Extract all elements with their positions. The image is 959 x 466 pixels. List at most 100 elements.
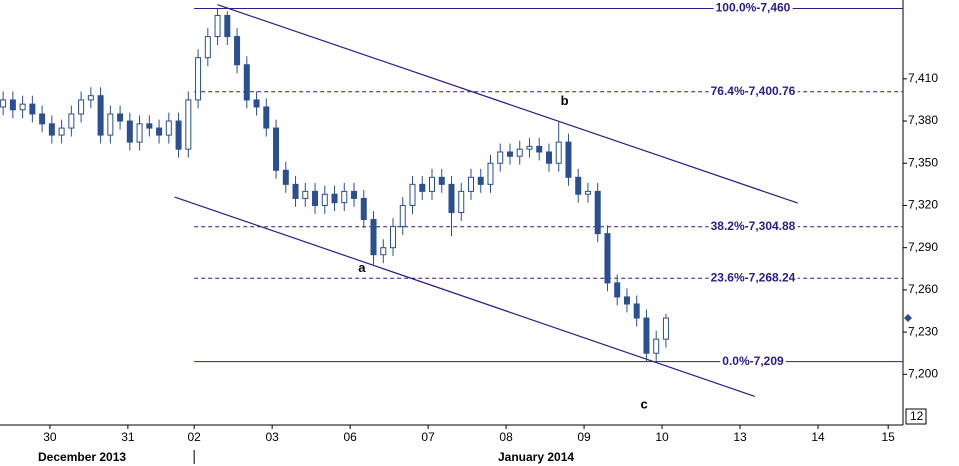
candle (243, 56, 250, 109)
candle (497, 143, 504, 172)
candle-body (195, 57, 202, 101)
candle-body (87, 95, 94, 101)
candle-body (156, 127, 163, 136)
y-tick-label: 7,380 (908, 113, 938, 127)
candle (477, 168, 484, 193)
candle-body (312, 190, 319, 206)
candle (380, 239, 387, 264)
candle-body (351, 190, 358, 199)
candle (224, 11, 231, 46)
wave-label: b (561, 93, 569, 108)
candle (263, 98, 270, 137)
candle-body (604, 233, 611, 284)
candle-body (341, 190, 348, 204)
channel-line (217, 4, 798, 204)
candle-body (545, 151, 552, 164)
fib-label-bg (720, 353, 787, 368)
candle-body (0, 99, 7, 108)
candle-body (662, 317, 669, 340)
candle (467, 168, 474, 200)
candle (458, 182, 465, 221)
candle-body (419, 183, 426, 192)
y-tick-label: 7,230 (908, 324, 938, 338)
fib-label-bg (708, 218, 798, 233)
x-tick-label: 30 (43, 430, 57, 444)
y-tick-label: 7,200 (908, 367, 938, 381)
candle (448, 175, 455, 237)
candle-body (175, 120, 182, 150)
candle (117, 105, 124, 130)
candle-body (643, 317, 650, 354)
candle-body (224, 14, 231, 38)
x-tick-label: 09 (577, 430, 591, 444)
month-label: January 2014 (498, 450, 574, 464)
candle-body (653, 338, 660, 354)
candle-body (58, 127, 65, 136)
fib-label-bg (708, 270, 798, 285)
fib-label: 23.6%-7,268.24 (711, 270, 796, 284)
candle-body (126, 120, 133, 143)
candle-body (107, 113, 114, 136)
candle (156, 119, 163, 144)
candle (623, 288, 630, 313)
candle (555, 121, 562, 172)
candle (185, 91, 192, 158)
candle-body (214, 14, 221, 38)
candle (39, 105, 46, 133)
candle (126, 112, 133, 151)
candle (292, 175, 299, 207)
x-tick-label: 08 (499, 430, 513, 444)
candle-body (633, 303, 640, 319)
candle (87, 87, 94, 109)
candle-body (39, 113, 46, 125)
candle-body (458, 190, 465, 214)
candle-body (390, 226, 397, 249)
candle (409, 175, 416, 214)
candle (175, 112, 182, 158)
candle (58, 119, 65, 144)
candle-body (97, 95, 104, 136)
candle-body (263, 106, 270, 129)
candle (594, 182, 601, 243)
candle (9, 91, 16, 119)
fib-label-bg (713, 0, 793, 15)
last-price-marker (904, 314, 912, 323)
candle (204, 28, 211, 67)
candle (107, 105, 114, 144)
candle (253, 91, 260, 116)
candle (78, 91, 85, 123)
x-tick-label: 14 (811, 430, 825, 444)
candle (438, 168, 445, 193)
candle (146, 115, 153, 137)
y-tick-label: 7,290 (908, 240, 938, 254)
candle (487, 154, 494, 193)
candle-body (19, 103, 26, 111)
y-tick-label: 7,320 (908, 198, 938, 212)
candle-body (536, 145, 543, 153)
candle (614, 274, 621, 306)
candle-body (282, 169, 289, 185)
fib-label: 76.4%-7,400.76 (711, 84, 796, 98)
candle (584, 182, 591, 203)
candle (29, 95, 36, 123)
month-label: December 2013 (38, 450, 126, 464)
candle (351, 182, 358, 207)
x-tick-label: 10 (655, 430, 669, 444)
x-tick-label: 15 (882, 430, 896, 444)
x-tick-label: 07 (421, 430, 435, 444)
candle (526, 137, 533, 158)
candle (341, 182, 348, 212)
y-tick-label: 7,350 (908, 155, 938, 169)
candle-body (273, 127, 280, 171)
scale-box-label: 12 (910, 409, 924, 423)
candle-body (409, 183, 416, 206)
channel-line (174, 196, 756, 397)
candle-body (204, 36, 211, 59)
candle (48, 115, 55, 144)
candle (360, 189, 367, 228)
candle (234, 28, 241, 74)
candle-body (302, 190, 309, 199)
candle (575, 168, 582, 203)
candle-body (253, 99, 260, 108)
x-tick-label: 03 (265, 430, 279, 444)
